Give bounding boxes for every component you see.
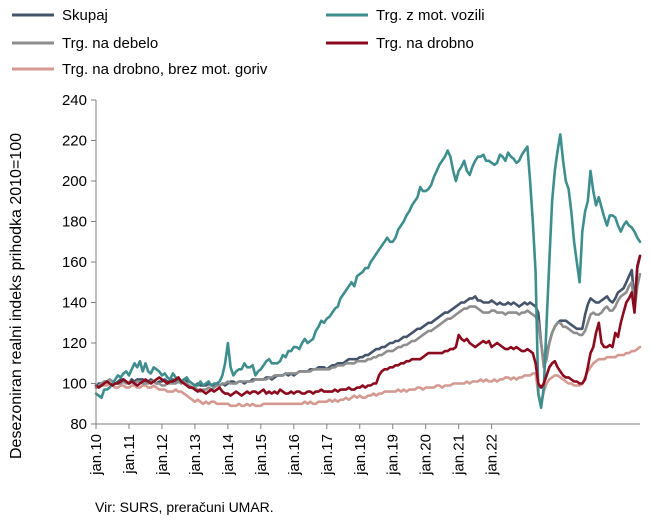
y-tick-label: 120 [62,335,87,352]
legend-label: Trg. na debelo [62,35,158,52]
y-tick-label: 220 [62,133,87,150]
y-tick-label: 180 [62,214,87,231]
legend-label: Trg. na drobno [376,35,474,52]
plot-area [94,133,642,410]
x-tick-label: jan.10 [88,434,105,476]
x-tick-label: jan.11 [121,434,138,475]
legend-item: Trg. na drobno [326,35,474,52]
x-tick-label: jan.20 [418,434,435,476]
legend-label: Skupaj [62,7,108,24]
legend-item: Trg. z mot. vozili [326,7,485,24]
series-line-trg-na-drobno-brez-mot-goriv [94,345,642,408]
x-tick-label: jan.15 [253,434,270,476]
series-line-trg-na-debelo [94,272,642,393]
legend-item: Trg. na drobno, brez mot. goriv [12,61,268,78]
legend-item: Skupaj [12,7,108,24]
y-axis-label: Desezoniran realni indeks prihodka 2010=… [8,133,25,459]
x-tick-label: jan.19 [385,434,402,476]
x-tick-label: jan.13 [187,434,204,476]
legend-label: Trg. z mot. vozili [376,7,485,24]
y-axis-ticks: 80 100 120 140 160 180 200 220 240 [62,92,96,433]
x-tick-label: jan.17 [319,434,336,476]
y-tick-label: 140 [62,295,87,312]
series-line-trg-na-drobno [94,254,642,397]
x-tick-label: jan.18 [352,434,369,476]
y-tick-label: 200 [62,173,87,190]
y-tick-label: 100 [62,376,87,393]
y-tick-label: 80 [70,416,87,433]
x-tick-label: jan.22 [484,434,501,476]
legend: Skupaj Trg. z mot. vozili Trg. na debelo Tr… [12,7,485,78]
x-axis-ticks: jan.10 jan.11 jan.12 jan.13 jan.14 jan.15 jan.… [88,424,501,476]
x-tick-label: jan.14 [220,434,237,476]
x-tick-label: jan.12 [154,434,171,476]
legend-item: Trg. na debelo [12,35,158,52]
x-tick-label: jan.21 [451,434,468,476]
y-tick-label: 160 [62,254,87,271]
series-line-trg-z-mot-vozili [94,133,642,410]
y-tick-label: 240 [62,92,87,109]
x-tick-label: jan.16 [286,434,303,476]
legend-label: Trg. na drobno, brez mot. goriv [62,61,268,78]
source-note: Vir: SURS, preračuni UMAR. [95,499,274,515]
